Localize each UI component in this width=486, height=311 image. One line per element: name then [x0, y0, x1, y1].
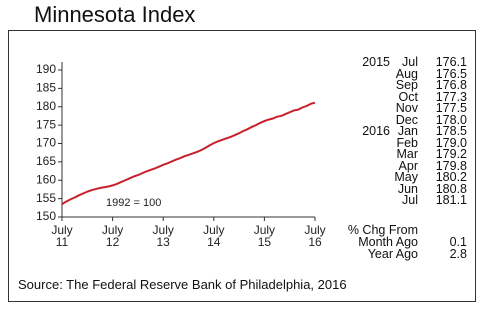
table-month: Nov — [395, 101, 418, 115]
table-value: 176.5 — [435, 66, 467, 81]
table-value: 179.8 — [435, 158, 467, 173]
y-tick-label: 160 — [36, 172, 56, 186]
x-tick-label: July 16 — [304, 223, 326, 249]
y-tick-label: 175 — [36, 117, 56, 131]
x-tick-label: July 15 — [253, 223, 276, 249]
change-heading: % Chg From — [347, 223, 418, 237]
y-tick-label: 185 — [36, 81, 56, 95]
y-tick-label: 165 — [36, 154, 56, 168]
table-value: 178.5 — [435, 124, 467, 138]
data-line — [61, 101, 316, 205]
table-value: 179.0 — [435, 135, 467, 150]
table-value: 177.5 — [435, 101, 467, 115]
x-tick-label: July 11 — [51, 223, 73, 249]
change-value: 0.1 — [449, 235, 467, 249]
y-tick-label: 155 — [36, 191, 56, 205]
x-tick-label: July 14 — [203, 223, 225, 249]
table-value: 177.3 — [435, 89, 467, 104]
y-tick-label: 190 — [36, 62, 56, 76]
table-month: Sep — [395, 78, 418, 92]
table-month: Jun — [397, 181, 418, 196]
table-year: 2015 — [362, 55, 390, 69]
y-tick-label: 180 — [36, 99, 56, 113]
table-month: Jul — [402, 55, 418, 69]
table-month: May — [394, 170, 418, 184]
table-value: 176.8 — [435, 78, 467, 92]
table-month: Dec — [395, 112, 418, 127]
change-value: 2.8 — [449, 246, 467, 261]
source: Source: The Federal Reserve Bank of Phil… — [18, 277, 347, 292]
table-month: Aug — [395, 66, 418, 81]
x-tick-label: July 12 — [101, 223, 124, 249]
chart-title: Minnesota Index — [34, 2, 196, 27]
table-value: 179.2 — [435, 147, 467, 161]
table-month: Jan — [397, 124, 418, 138]
table-month: Jul — [402, 193, 418, 207]
x-tick-label: July 13 — [152, 223, 174, 249]
annotation: 1992 = 100 — [106, 197, 161, 209]
table-year: 2016 — [362, 124, 390, 138]
y-tick-label: 150 — [36, 209, 56, 223]
table-value: 180.8 — [435, 181, 467, 196]
table-value: 180.2 — [435, 170, 467, 184]
change-label: Year Ago — [367, 246, 418, 261]
table-month: Oct — [398, 89, 418, 104]
table-month: Feb — [396, 135, 418, 150]
y-tick-label: 170 — [36, 136, 56, 150]
table-value: 178.0 — [435, 112, 467, 127]
table-value: 176.1 — [435, 55, 467, 69]
table-month: Mar — [396, 147, 418, 161]
change-label: Month Ago — [358, 235, 418, 249]
table-value: 181.1 — [435, 193, 467, 207]
frame — [8, 30, 476, 302]
table-month: Apr — [398, 158, 418, 173]
